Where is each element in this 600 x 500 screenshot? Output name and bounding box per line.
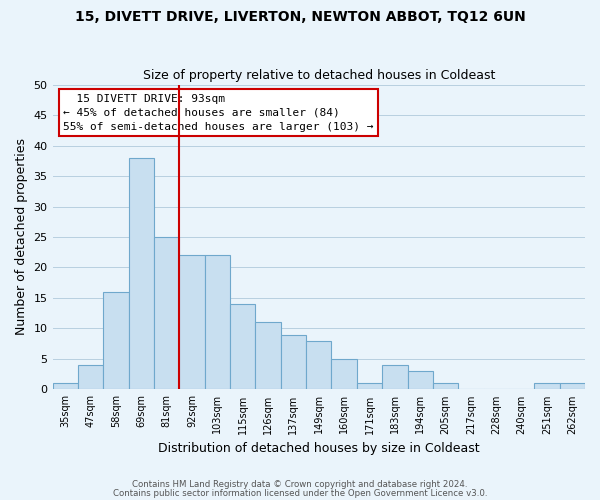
Bar — [230, 304, 256, 390]
Title: Size of property relative to detached houses in Coldeast: Size of property relative to detached ho… — [143, 69, 495, 82]
Bar — [560, 384, 585, 390]
Bar — [281, 334, 306, 390]
Bar — [179, 256, 205, 390]
Bar — [357, 384, 382, 390]
Text: Contains public sector information licensed under the Open Government Licence v3: Contains public sector information licen… — [113, 488, 487, 498]
X-axis label: Distribution of detached houses by size in Coldeast: Distribution of detached houses by size … — [158, 442, 479, 455]
Bar — [306, 340, 331, 390]
Bar — [331, 359, 357, 390]
Bar — [382, 365, 407, 390]
Bar — [154, 237, 179, 390]
Bar — [53, 384, 78, 390]
Bar — [534, 384, 560, 390]
Bar — [433, 384, 458, 390]
Text: 15, DIVETT DRIVE, LIVERTON, NEWTON ABBOT, TQ12 6UN: 15, DIVETT DRIVE, LIVERTON, NEWTON ABBOT… — [74, 10, 526, 24]
Bar — [256, 322, 281, 390]
Bar — [128, 158, 154, 390]
Text: Contains HM Land Registry data © Crown copyright and database right 2024.: Contains HM Land Registry data © Crown c… — [132, 480, 468, 489]
Bar — [78, 365, 103, 390]
Bar — [407, 371, 433, 390]
Bar — [205, 256, 230, 390]
Bar — [103, 292, 128, 390]
Y-axis label: Number of detached properties: Number of detached properties — [15, 138, 28, 336]
Text: 15 DIVETT DRIVE: 93sqm  
← 45% of detached houses are smaller (84)
55% of semi-d: 15 DIVETT DRIVE: 93sqm ← 45% of detached… — [63, 94, 374, 132]
